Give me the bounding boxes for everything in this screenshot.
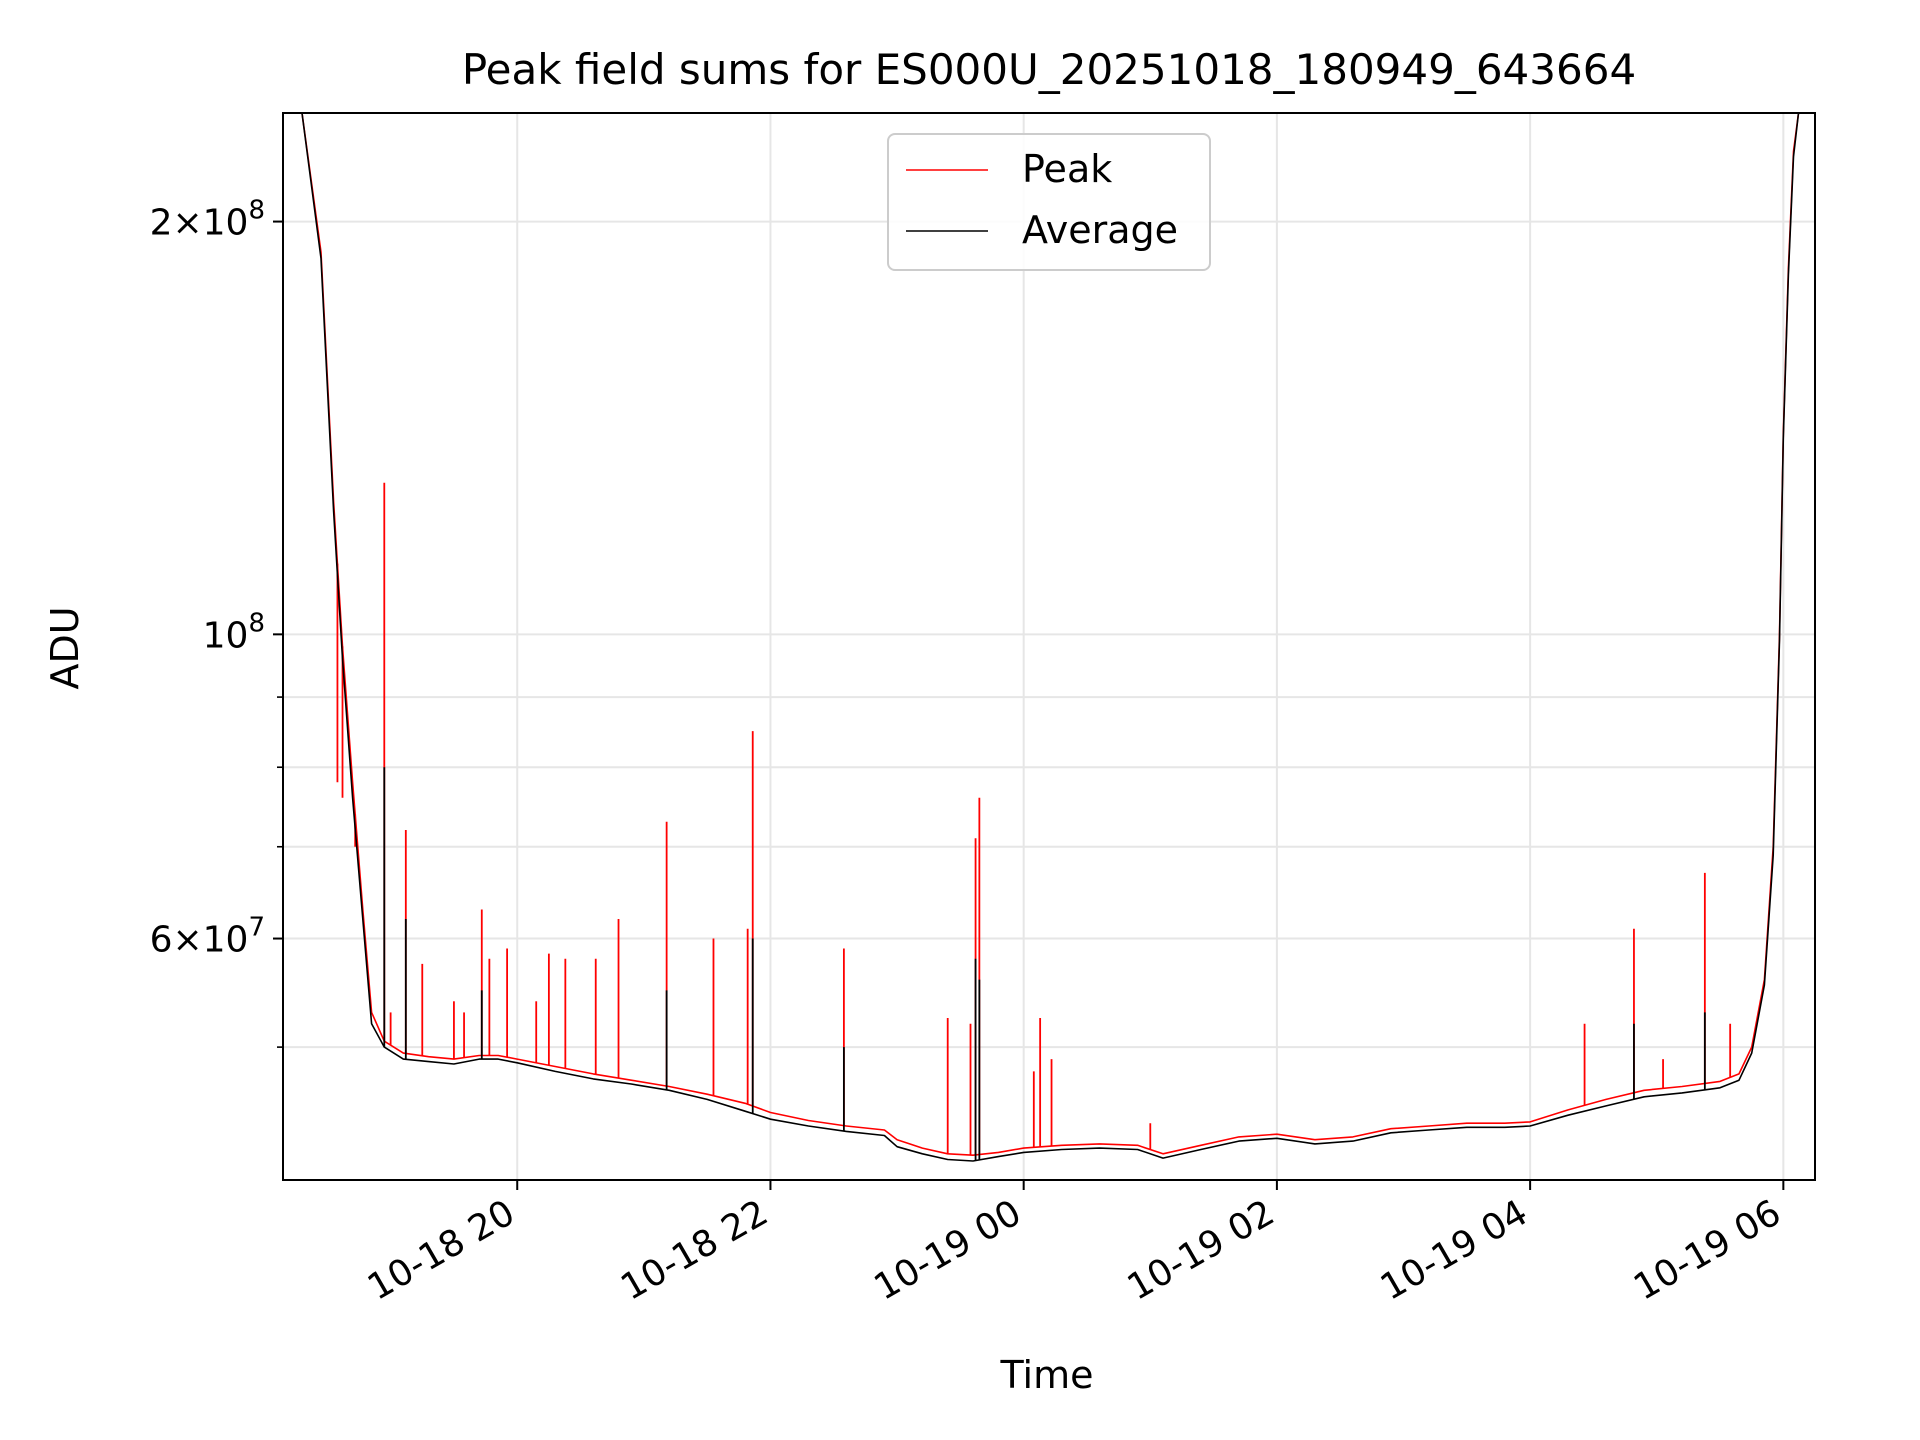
y-tick-label: 108 bbox=[203, 608, 265, 656]
chart-title: Peak field sums for ES000U_20251018_1809… bbox=[462, 45, 1636, 94]
legend-average-label: Average bbox=[1022, 208, 1178, 252]
series-layer bbox=[283, 113, 1815, 1162]
y-tick-label: 6×107 bbox=[150, 913, 265, 961]
series-line-peak bbox=[283, 113, 1815, 1156]
y-axis-label: ADU bbox=[43, 606, 87, 689]
legend-peak-label: Peak bbox=[1022, 147, 1112, 191]
legend-box bbox=[887, 133, 1211, 271]
series-average bbox=[283, 113, 1815, 1162]
plot-frame bbox=[282, 112, 1816, 1181]
y-axis: 2×108 108 6×107 bbox=[150, 196, 283, 1048]
series-line-average bbox=[283, 113, 1815, 1162]
x-axis-label: Time bbox=[1000, 1353, 1094, 1397]
legend[interactable]: Peak Average bbox=[887, 133, 1211, 271]
y-tick-label: 2×108 bbox=[150, 196, 265, 244]
